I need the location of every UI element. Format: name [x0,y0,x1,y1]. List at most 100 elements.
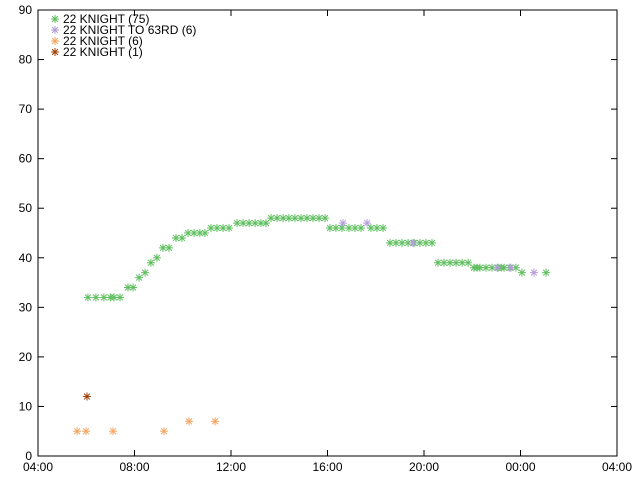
marker-stroke [303,214,311,222]
marker-stroke [507,264,515,271]
point [233,219,242,228]
point [91,293,100,302]
marker-stroke [476,264,484,271]
marker-stroke [233,219,241,227]
marker-stroke [500,264,508,271]
marker-stroke [428,239,436,247]
marker-stroke [326,224,334,232]
marker-stroke [285,214,293,222]
legend-label: 22 KNIGHT TO 63RD (6) [63,23,196,37]
point [159,427,168,436]
marker-stroke [446,259,454,266]
point [116,293,125,302]
marker-stroke [458,259,466,266]
legend-label: 22 KNIGHT (6) [63,34,143,48]
marker-stroke [386,239,394,247]
point [200,229,209,237]
point [185,417,194,426]
legend-marker [51,26,59,34]
marker-stroke [147,259,155,266]
marker-stroke [367,224,375,232]
legend-marker [51,48,59,56]
y-tick-label: 0 [25,449,32,463]
point [433,258,442,267]
marker-stroke [124,284,132,291]
marker-stroke [225,224,233,232]
marker-stroke [185,418,193,425]
point [109,427,118,436]
marker-stroke [373,224,381,232]
legend-label: 22 KNIGHT (75) [63,12,149,26]
marker-stroke [297,214,305,222]
y-tick-label: 20 [19,350,33,364]
marker-stroke [440,259,448,266]
point [239,219,248,228]
x-tick-label: 00:00 [505,460,535,474]
marker-stroke [542,269,550,276]
point [517,268,526,277]
marker-stroke [416,239,424,247]
legend-marker [51,15,59,23]
point [452,258,461,267]
point [82,427,91,436]
marker-stroke [51,37,59,45]
x-tick-label: 08:00 [119,460,149,474]
marker-stroke [165,244,173,252]
marker-stroke [257,219,265,227]
point [427,238,436,247]
point [302,214,311,223]
point [225,224,234,233]
point [261,219,270,228]
x-tick-label: 04:00 [602,460,632,474]
point [178,233,187,242]
legend-label: 22 KNIGHT (1) [63,45,143,59]
marker-stroke [518,269,526,276]
marker-stroke [339,219,347,227]
x-tick-label: 16:00 [312,460,342,474]
marker-stroke [239,219,247,227]
marker-stroke [84,294,92,301]
point [211,417,220,426]
point [135,273,144,282]
marker-stroke [83,393,91,400]
legend-marker [51,37,59,45]
marker-stroke [73,427,81,435]
marker-stroke [493,264,501,271]
marker-stroke [434,259,442,266]
point [152,253,161,262]
marker-stroke [160,427,168,435]
marker-stroke [201,229,209,237]
point [83,293,92,302]
marker-stroke [332,224,340,232]
marker-stroke [315,214,323,222]
point [273,214,282,223]
marker-stroke [51,15,59,23]
marker-stroke [398,239,406,247]
marker-stroke [482,264,490,271]
marker-stroke [262,219,270,227]
plot-frame [37,9,618,457]
marker-stroke [172,234,180,242]
x-tick-label: 20:00 [409,460,439,474]
point [338,219,347,228]
point [284,214,293,223]
point [129,283,138,292]
marker-stroke [409,239,417,247]
point [464,258,473,267]
point [357,224,366,233]
marker-stroke [363,219,371,227]
point [141,268,150,277]
marker-stroke [116,294,124,301]
marker-stroke [279,214,287,222]
point [408,238,417,247]
marker-stroke [404,239,412,247]
marker-stroke [92,294,100,301]
x-tick-label: 12:00 [216,460,246,474]
marker-stroke [135,274,143,281]
marker-stroke [464,259,472,266]
marker-stroke [211,418,219,425]
point [315,214,324,223]
y-tick-label: 70 [19,102,33,116]
marker-stroke [422,239,430,247]
